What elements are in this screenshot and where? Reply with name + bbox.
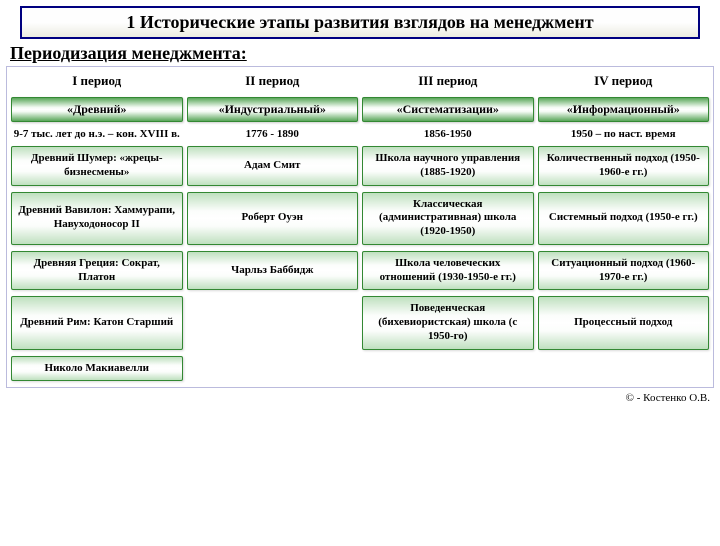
period-dates-1: 9-7 тыс. лет до н.э. – кон. XVIII в. bbox=[11, 128, 183, 140]
cell-r3-c2: Чарльз Баббидж bbox=[187, 251, 359, 291]
cell-r3-c1: Древняя Греция: Сократ, Платон bbox=[11, 251, 183, 291]
cell-r5-c1: Николо Макиавелли bbox=[11, 356, 183, 382]
cell-r1-c1: Древний Шумер: «жрецы-бизнесмены» bbox=[11, 146, 183, 186]
column-head-4: IV период bbox=[538, 71, 710, 91]
cell-r1-c2: Адам Смит bbox=[187, 146, 359, 186]
period-name-2: «Индустриальный» bbox=[187, 97, 359, 122]
cell-r5-c4-empty bbox=[538, 356, 710, 382]
cell-r2-c3: Классическая (административная) школа (1… bbox=[362, 192, 534, 245]
period-dates-4: 1950 – по наст. время bbox=[538, 128, 710, 140]
cell-r4-c2-empty bbox=[187, 296, 359, 349]
periodization-grid: I период II период III период IV период … bbox=[9, 71, 711, 381]
period-dates-3: 1856-1950 bbox=[362, 128, 534, 140]
period-dates-2: 1776 - 1890 bbox=[187, 128, 359, 140]
cell-r1-c3: Школа научного управления (1885-1920) bbox=[362, 146, 534, 186]
period-name-1: «Древний» bbox=[11, 97, 183, 122]
period-name-3: «Систематизации» bbox=[362, 97, 534, 122]
period-name-4: «Информационный» bbox=[538, 97, 710, 122]
subtitle: Периодизация менеджмента: bbox=[10, 43, 710, 64]
cell-r2-c4: Системный подход (1950-е гг.) bbox=[538, 192, 710, 245]
column-head-1: I период bbox=[11, 71, 183, 91]
cell-r5-c3-empty bbox=[362, 356, 534, 382]
cell-r3-c4: Ситуационный подход (1960-1970-е гг.) bbox=[538, 251, 710, 291]
page-title: 1 Исторические этапы развития взглядов н… bbox=[20, 6, 700, 39]
column-head-3: III период bbox=[362, 71, 534, 91]
cell-r2-c2: Роберт Оуэн bbox=[187, 192, 359, 245]
cell-r3-c3: Школа человеческих отношений (1930-1950-… bbox=[362, 251, 534, 291]
cell-r2-c1: Древний Вавилон: Хаммурапи, Навуходоносо… bbox=[11, 192, 183, 245]
cell-r5-c2-empty bbox=[187, 356, 359, 382]
periodization-frame: I период II период III период IV период … bbox=[6, 66, 714, 388]
column-head-2: II период bbox=[187, 71, 359, 91]
cell-r1-c4: Количественный подход (1950-1960-е гг.) bbox=[538, 146, 710, 186]
copyright-label: © - Костенко О.В. bbox=[0, 388, 720, 404]
cell-r4-c1: Древний Рим: Катон Старший bbox=[11, 296, 183, 349]
cell-r4-c3: Поведенческая (бихевиористская) школа (с… bbox=[362, 296, 534, 349]
cell-r4-c4: Процессный подход bbox=[538, 296, 710, 349]
